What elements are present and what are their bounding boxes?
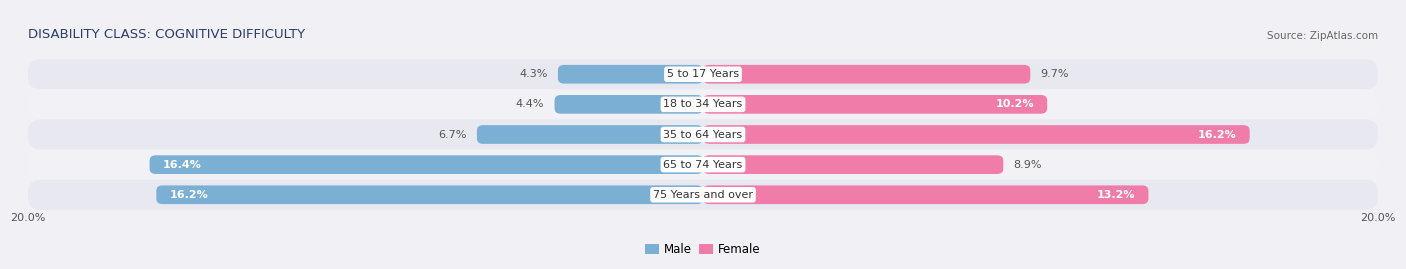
FancyBboxPatch shape [28,180,1378,210]
FancyBboxPatch shape [703,95,1047,114]
FancyBboxPatch shape [703,185,1149,204]
FancyBboxPatch shape [703,125,1250,144]
Text: 6.7%: 6.7% [439,129,467,140]
Text: 4.4%: 4.4% [516,99,544,109]
FancyBboxPatch shape [156,185,703,204]
Text: 65 to 74 Years: 65 to 74 Years [664,160,742,170]
Text: 35 to 64 Years: 35 to 64 Years [664,129,742,140]
FancyBboxPatch shape [28,89,1378,119]
Text: 10.2%: 10.2% [995,99,1033,109]
FancyBboxPatch shape [28,119,1378,150]
FancyBboxPatch shape [558,65,703,84]
Text: 16.4%: 16.4% [163,160,202,170]
Text: 8.9%: 8.9% [1014,160,1042,170]
FancyBboxPatch shape [28,150,1378,180]
Text: 18 to 34 Years: 18 to 34 Years [664,99,742,109]
FancyBboxPatch shape [149,155,703,174]
Text: 5 to 17 Years: 5 to 17 Years [666,69,740,79]
FancyBboxPatch shape [703,155,1004,174]
Text: 75 Years and over: 75 Years and over [652,190,754,200]
Text: 16.2%: 16.2% [1198,129,1236,140]
Text: 9.7%: 9.7% [1040,69,1069,79]
FancyBboxPatch shape [477,125,703,144]
FancyBboxPatch shape [28,59,1378,89]
Text: Source: ZipAtlas.com: Source: ZipAtlas.com [1267,31,1378,41]
Text: 16.2%: 16.2% [170,190,208,200]
FancyBboxPatch shape [703,65,1031,84]
FancyBboxPatch shape [554,95,703,114]
Text: 13.2%: 13.2% [1097,190,1135,200]
Text: DISABILITY CLASS: COGNITIVE DIFFICULTY: DISABILITY CLASS: COGNITIVE DIFFICULTY [28,28,305,41]
Text: 4.3%: 4.3% [519,69,548,79]
Legend: Male, Female: Male, Female [641,239,765,261]
